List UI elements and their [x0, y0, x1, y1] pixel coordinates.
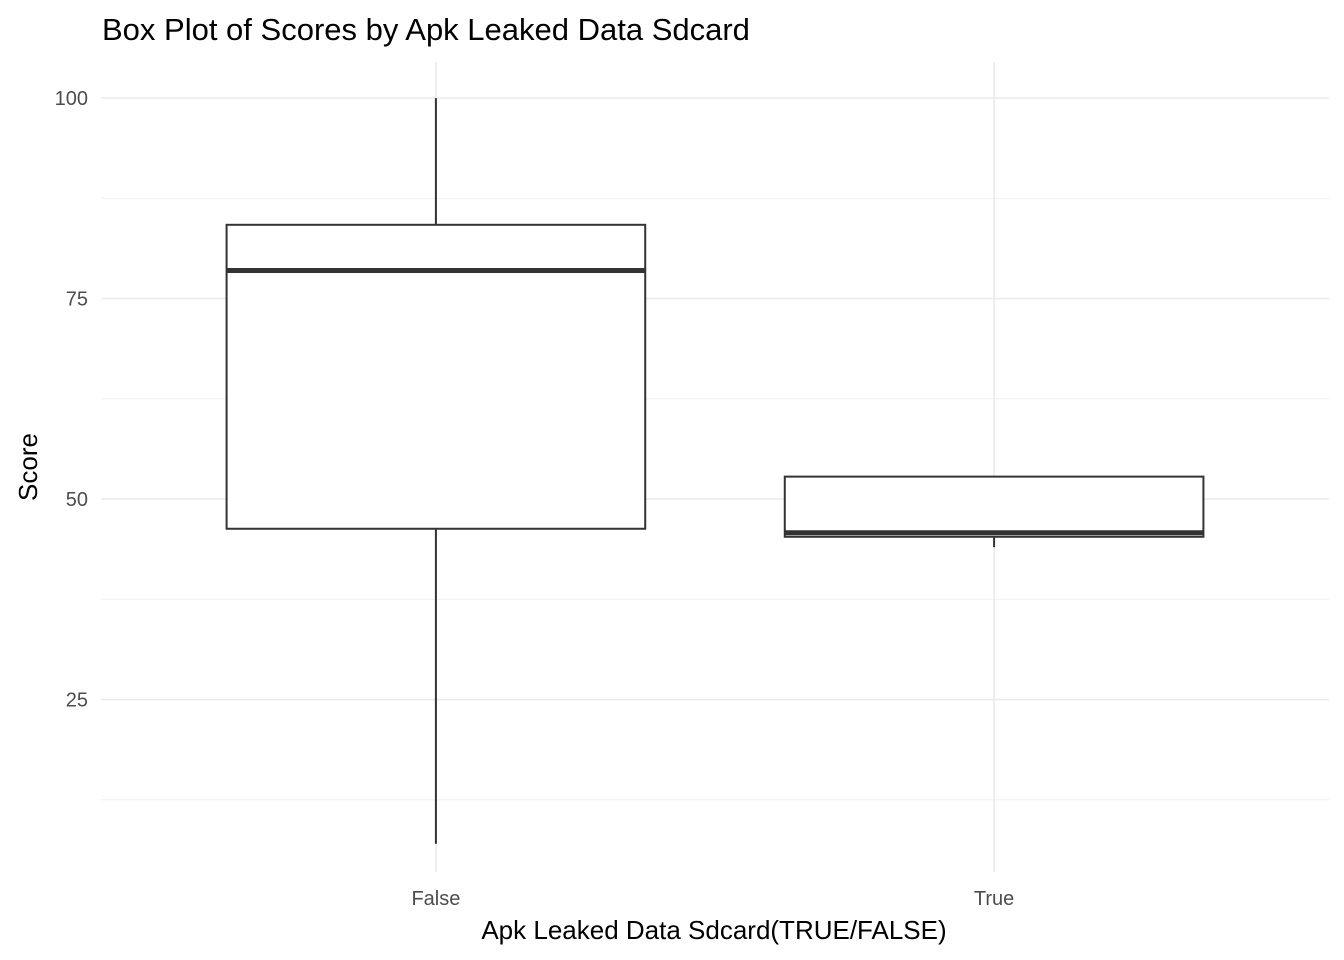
interquartile-box — [783, 475, 1205, 538]
y-axis-title: Score — [13, 433, 43, 501]
x-tick-label: True — [974, 888, 1014, 910]
chart-title: Box Plot of Scores by Apk Leaked Data Sd… — [102, 12, 750, 47]
x-axis-title: Apk Leaked Data Sdcard(TRUE/FALSE) — [481, 915, 946, 945]
x-axis-ticks: False True — [411, 888, 1014, 910]
box-plot-series — [225, 98, 1205, 844]
box-true — [783, 475, 1205, 548]
x-tick-label: False — [411, 888, 460, 910]
y-tick-label: 50 — [66, 489, 88, 511]
y-axis-ticks: 25 50 75 100 — [55, 88, 88, 711]
y-tick-label: 75 — [66, 289, 88, 311]
interquartile-box — [225, 223, 647, 530]
box-false — [225, 98, 647, 844]
y-tick-label: 100 — [55, 88, 88, 110]
y-tick-label: 25 — [66, 690, 88, 712]
